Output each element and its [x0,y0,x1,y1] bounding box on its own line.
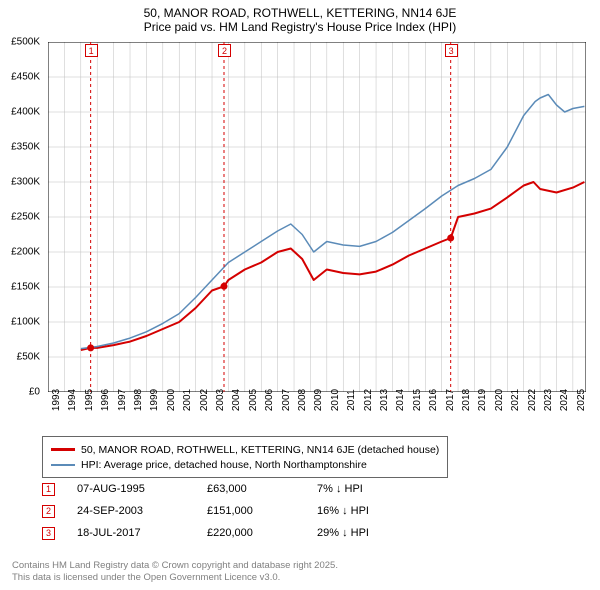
x-tick-label: 1995 [84,389,95,411]
x-tick-label: 2024 [559,389,570,411]
x-tick-label: 1996 [100,389,111,411]
copyright-line2: This data is licensed under the Open Gov… [12,572,338,584]
x-tick-label: 2017 [445,389,456,411]
legend-item-hpi: HPI: Average price, detached house, Nort… [51,457,439,472]
sale-row-2: 2 24-SEP-2003 £151,000 16% ↓ HPI [42,500,437,522]
sale-date-2: 24-SEP-2003 [77,505,207,517]
title-line1: 50, MANOR ROAD, ROTHWELL, KETTERING, NN1… [0,6,600,20]
x-tick-label: 2022 [527,389,538,411]
sale-diff-1: 7% ↓ HPI [317,483,437,495]
title-line2: Price paid vs. HM Land Registry's House … [0,20,600,34]
copyright-line1: Contains HM Land Registry data © Crown c… [12,560,338,572]
x-tick-label: 2007 [281,389,292,411]
x-tick-label: 1993 [51,389,62,411]
sale-diff-3: 29% ↓ HPI [317,527,437,539]
y-tick-label: £100K [11,317,40,328]
x-tick-label: 2020 [494,389,505,411]
sale-price-2: £151,000 [207,505,317,517]
x-axis-labels: 1993199419951996199719981999200020012002… [48,396,586,436]
legend-label-hpi: HPI: Average price, detached house, Nort… [81,459,367,471]
copyright: Contains HM Land Registry data © Crown c… [12,560,338,584]
x-tick-label: 2011 [346,389,357,411]
x-tick-label: 2015 [412,389,423,411]
y-tick-label: £50K [17,352,40,363]
legend-swatch-hpi [51,464,75,466]
y-tick-label: £300K [11,177,40,188]
sale-date-1: 07-AUG-1995 [77,483,207,495]
x-tick-label: 2025 [576,389,587,411]
y-tick-label: £0 [29,387,40,398]
x-tick-label: 2002 [199,389,210,411]
chart-svg [48,42,586,392]
x-tick-label: 2012 [363,389,374,411]
x-tick-label: 1997 [117,389,128,411]
x-tick-label: 2010 [330,389,341,411]
y-tick-label: £400K [11,107,40,118]
x-tick-label: 2004 [231,389,242,411]
sale-row-1: 1 07-AUG-1995 £63,000 7% ↓ HPI [42,478,437,500]
legend-swatch-property [51,448,75,451]
sale-marker-2: 2 [42,505,55,518]
sale-diff-2: 16% ↓ HPI [317,505,437,517]
x-tick-label: 2019 [477,389,488,411]
x-tick-label: 1994 [67,389,78,411]
y-tick-label: £450K [11,72,40,83]
sale-point-label-1: 1 [85,44,98,57]
sale-row-3: 3 18-JUL-2017 £220,000 29% ↓ HPI [42,522,437,544]
sales-table: 1 07-AUG-1995 £63,000 7% ↓ HPI 2 24-SEP-… [42,478,437,544]
x-tick-label: 2009 [313,389,324,411]
plot-area [48,42,586,392]
sale-point-label-3: 3 [445,44,458,57]
x-tick-label: 2001 [182,389,193,411]
x-tick-label: 2014 [395,389,406,411]
y-tick-label: £150K [11,282,40,293]
y-axis-labels: £0£50K£100K£150K£200K£250K£300K£350K£400… [0,42,44,392]
x-tick-label: 2021 [510,389,521,411]
legend-item-property: 50, MANOR ROAD, ROTHWELL, KETTERING, NN1… [51,442,439,457]
y-tick-label: £200K [11,247,40,258]
sale-date-3: 18-JUL-2017 [77,527,207,539]
sale-price-1: £63,000 [207,483,317,495]
legend: 50, MANOR ROAD, ROTHWELL, KETTERING, NN1… [42,436,448,478]
x-tick-label: 2000 [166,389,177,411]
x-tick-label: 1998 [133,389,144,411]
x-tick-label: 1999 [149,389,160,411]
x-tick-label: 2006 [264,389,275,411]
x-tick-label: 2005 [248,389,259,411]
y-tick-label: £500K [11,37,40,48]
y-tick-label: £350K [11,142,40,153]
x-tick-label: 2008 [297,389,308,411]
chart-container: 50, MANOR ROAD, ROTHWELL, KETTERING, NN1… [0,0,600,590]
x-tick-label: 2013 [379,389,390,411]
sale-price-3: £220,000 [207,527,317,539]
y-tick-label: £250K [11,212,40,223]
sale-marker-1: 1 [42,483,55,496]
sale-point-label-2: 2 [218,44,231,57]
x-tick-label: 2018 [461,389,472,411]
legend-label-property: 50, MANOR ROAD, ROTHWELL, KETTERING, NN1… [81,444,439,456]
chart-title: 50, MANOR ROAD, ROTHWELL, KETTERING, NN1… [0,0,600,34]
x-tick-label: 2016 [428,389,439,411]
x-tick-label: 2023 [543,389,554,411]
sale-marker-3: 3 [42,527,55,540]
x-tick-label: 2003 [215,389,226,411]
